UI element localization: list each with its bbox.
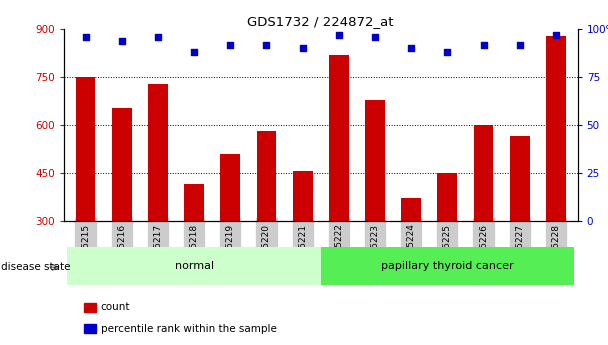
Bar — [474, 125, 494, 221]
Text: normal: normal — [174, 261, 213, 270]
Text: percentile rank within the sample: percentile rank within the sample — [101, 324, 277, 334]
Point — [298, 46, 308, 51]
Point — [551, 32, 561, 38]
Point — [515, 42, 525, 47]
Point — [443, 50, 452, 55]
Point — [334, 32, 344, 38]
Bar — [148, 83, 168, 221]
Bar — [67, 247, 321, 285]
Point — [478, 42, 488, 47]
Bar — [257, 131, 277, 221]
Point — [189, 50, 199, 55]
Bar — [75, 77, 95, 221]
Bar — [220, 154, 240, 221]
Bar — [510, 136, 530, 221]
Bar — [321, 247, 574, 285]
Point — [81, 34, 91, 40]
Bar — [329, 55, 349, 221]
Point — [406, 46, 416, 51]
Point — [117, 38, 126, 43]
Text: papillary thyroid cancer: papillary thyroid cancer — [381, 261, 514, 270]
Title: GDS1732 / 224872_at: GDS1732 / 224872_at — [247, 15, 394, 28]
Point — [261, 42, 271, 47]
Point — [226, 42, 235, 47]
Bar — [85, 324, 95, 334]
Bar — [112, 108, 132, 221]
Point — [370, 34, 380, 40]
Bar — [401, 198, 421, 221]
Text: count: count — [101, 303, 130, 313]
Bar — [184, 184, 204, 221]
Bar — [292, 171, 313, 221]
Bar — [546, 36, 566, 221]
Point — [153, 34, 163, 40]
Bar — [437, 173, 457, 221]
Text: disease state: disease state — [1, 263, 71, 272]
Bar — [85, 303, 95, 313]
Bar — [365, 99, 385, 221]
